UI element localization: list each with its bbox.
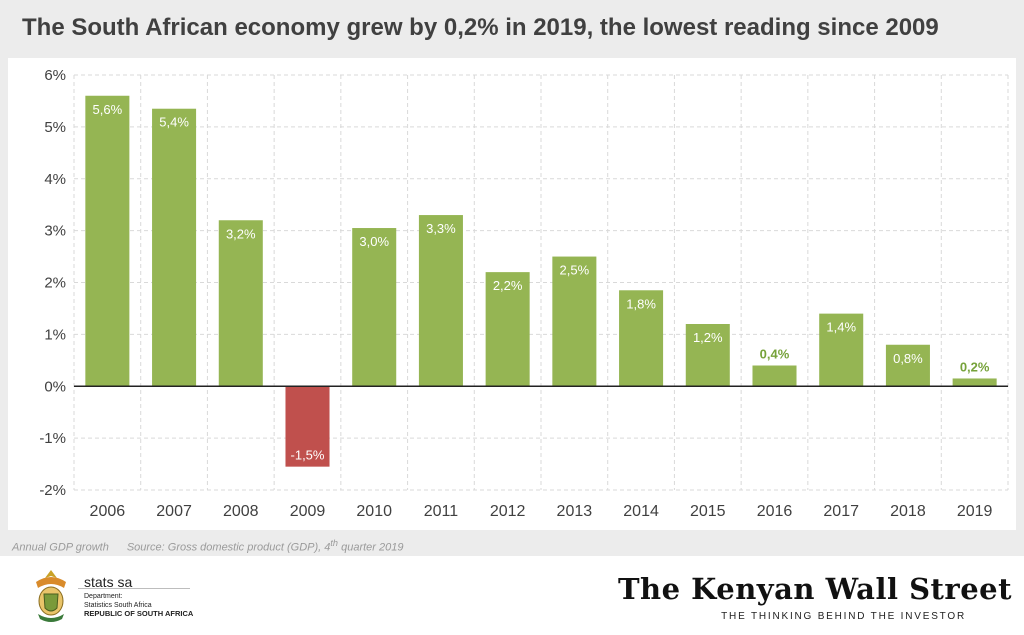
org-dept-line-2: Statistics South Africa	[84, 602, 152, 609]
y-tick-label: 2%	[44, 275, 66, 292]
chart-panel: -2% -1% 0% 1% 2% 3% 4% 5% 6% 5,6% 2006 5,4% 2007 3,2%…	[8, 58, 1016, 530]
bar	[218, 220, 263, 387]
org-dept-line-1: Department:	[84, 593, 123, 600]
bar	[485, 272, 530, 387]
data-label: 5,6%	[93, 102, 123, 117]
source-suffix: quarter 2019	[338, 541, 404, 554]
chart-note: Annual GDP growth Source: Gross domestic …	[12, 538, 403, 554]
source-prefix: Source: Gross domestic product (GDP), 4	[126, 541, 331, 554]
org-department: Department: Statistics South Africa	[84, 592, 152, 610]
bar	[352, 228, 397, 387]
x-tick-label: 2018	[890, 503, 926, 520]
bar	[152, 108, 197, 387]
bar	[685, 324, 730, 387]
data-label: 1,8%	[626, 296, 656, 311]
y-tick-label: -1%	[39, 430, 66, 447]
data-label: -1,5%	[291, 448, 325, 463]
bar	[952, 378, 997, 387]
y-tick-label: 5%	[44, 119, 66, 136]
note-label: Annual GDP growth	[12, 541, 109, 554]
bar	[619, 290, 664, 387]
x-tick-label: 2012	[490, 503, 526, 520]
x-tick-label: 2013	[557, 503, 593, 520]
data-label: 0,8%	[893, 351, 923, 366]
data-label: 3,3%	[426, 221, 456, 236]
x-tick-label: 2017	[823, 503, 859, 520]
y-tick-label: 3%	[44, 223, 66, 240]
data-label: 3,0%	[359, 234, 389, 249]
x-tick-label: 2008	[223, 503, 259, 520]
data-label: 1,4%	[826, 320, 856, 335]
brand-logo: The Kenyan Wall Street	[617, 572, 1012, 606]
y-tick-label: 1%	[44, 326, 66, 343]
y-tick-label: -2%	[39, 482, 66, 499]
bar	[819, 313, 864, 387]
bar	[552, 256, 597, 387]
bar	[885, 344, 930, 387]
brand-tagline: THE THINKING BEHIND THE INVESTOR	[721, 611, 966, 622]
x-tick-label: 2007	[156, 503, 192, 520]
y-tick-label: 6%	[44, 67, 66, 84]
footer: stats sa Department: Statistics South Af…	[0, 556, 1024, 635]
x-tick-label: 2016	[757, 503, 793, 520]
x-tick-label: 2010	[356, 503, 392, 520]
x-tick-label: 2014	[623, 503, 659, 520]
x-tick-label: 2019	[957, 503, 993, 520]
coat-of-arms-icon	[36, 570, 66, 622]
org-name: stats sa	[84, 574, 133, 590]
y-tick-label: 0%	[44, 378, 66, 395]
data-label: 1,2%	[693, 330, 723, 345]
data-label: 3,2%	[226, 226, 256, 241]
source-superscript: th	[330, 538, 339, 548]
x-tick-label: 2009	[290, 503, 326, 520]
x-tick-label: 2011	[424, 503, 459, 520]
data-label: 0,4%	[760, 347, 790, 362]
bar	[285, 386, 330, 467]
gdp-bar-chart: -2% -1% 0% 1% 2% 3% 4% 5% 6% 5,6% 2006 5,4% 2007 3,2%…	[39, 67, 1009, 520]
data-label: 2,5%	[560, 263, 590, 278]
org-country: REPUBLIC OF SOUTH AFRICA	[84, 609, 194, 618]
x-tick-label: 2006	[90, 503, 126, 520]
data-label: 0,2%	[960, 359, 990, 374]
x-tick-label: 2015	[690, 503, 726, 520]
bar	[418, 215, 463, 387]
y-tick-label: 4%	[44, 171, 66, 188]
bar	[752, 365, 797, 387]
data-label: 2,2%	[493, 278, 523, 293]
chart-title: The South African economy grew by 0,2% i…	[22, 14, 939, 41]
bar	[85, 95, 130, 387]
org-divider	[78, 588, 190, 589]
data-label: 5,4%	[159, 115, 189, 130]
